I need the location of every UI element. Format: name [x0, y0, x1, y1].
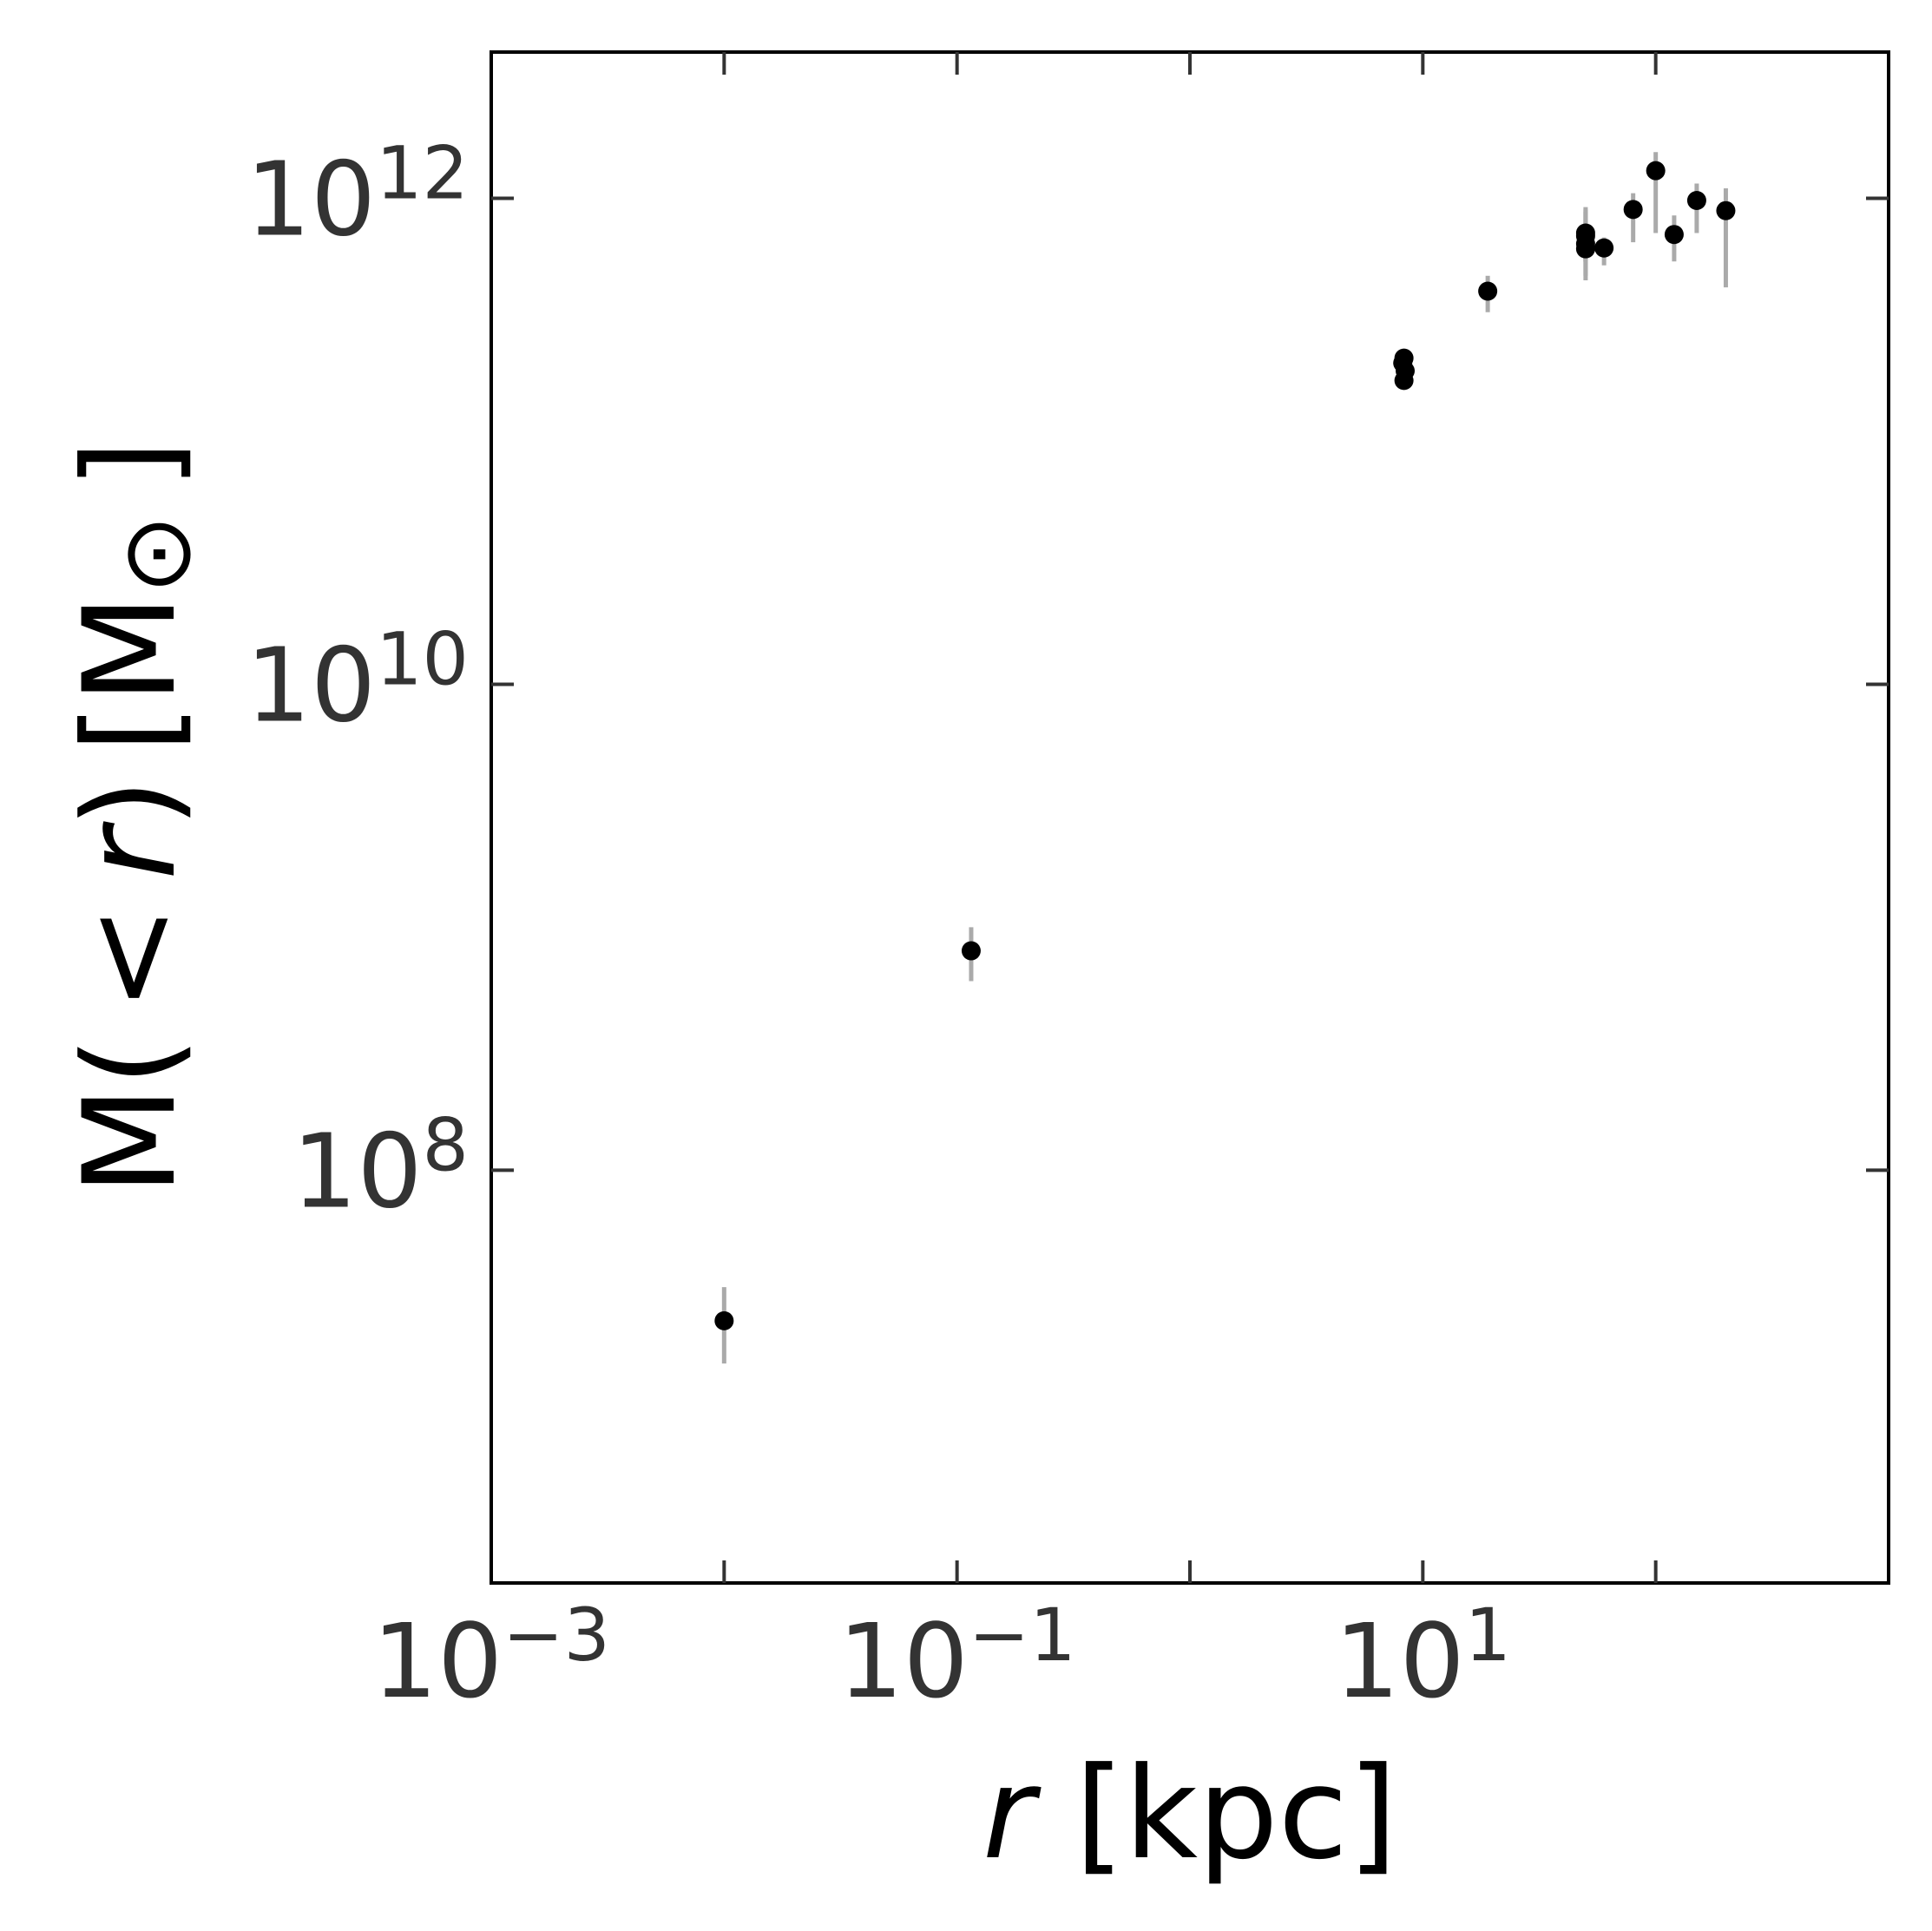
y-tick-label-2: 1012 [246, 131, 469, 259]
data-point-6 [1478, 281, 1498, 301]
data-point-11 [1594, 238, 1614, 258]
y-axis-label-post: ) [M [56, 594, 204, 828]
x-tick-label-0: 10−3 [372, 1593, 610, 1721]
x-tick-label-1: 10−1 [838, 1593, 1076, 1721]
data-point-15 [1686, 191, 1706, 211]
data-point-5 [1394, 348, 1414, 368]
data-point-10 [1575, 239, 1595, 259]
tick-marks [491, 52, 1889, 1583]
x-axis-label: r [kpc] [982, 1740, 1397, 1888]
y-tick-label-1: 1010 [246, 616, 469, 745]
y-axis-label: M( < r) [M⊙ ] [56, 440, 212, 1196]
errorbar-layer [721, 152, 1728, 1364]
y-axis-label-pre: M( < [56, 880, 204, 1196]
y-tick-label-base: 10 [246, 140, 376, 259]
y-axis-label-end: ] [56, 440, 204, 515]
data-points-layer [714, 161, 1736, 1330]
x-tick-label-base: 10 [372, 1601, 503, 1721]
data-point-14 [1664, 225, 1684, 245]
y-tick-label-0: 108 [292, 1102, 469, 1231]
data-point-1 [961, 941, 981, 961]
y-tick-label-base: 10 [292, 1111, 422, 1231]
data-point-16 [1716, 200, 1736, 220]
y-axis-label-italic: r [56, 821, 204, 880]
x-tick-label-base: 10 [838, 1601, 969, 1721]
data-point-12 [1623, 200, 1643, 220]
x-axis-label-rest: [kpc] [1035, 1740, 1397, 1888]
y-axis-label-sub: ⊙ [101, 515, 212, 594]
y-tick-label-exponent: 12 [376, 131, 469, 216]
y-tick-label-base: 10 [246, 625, 376, 745]
y-tick-label-exponent: 8 [423, 1102, 469, 1187]
x-tick-label-2: 101 [1335, 1593, 1512, 1721]
data-point-0 [714, 1310, 734, 1330]
y-tick-label-exponent: 10 [376, 616, 469, 701]
plot-area-frame [490, 50, 1890, 1585]
x-tick-label-base: 10 [1335, 1601, 1465, 1721]
x-tick-label-exponent: −1 [969, 1593, 1076, 1678]
x-axis-label-italic: r [982, 1740, 1042, 1888]
data-point-13 [1646, 161, 1666, 181]
x-tick-label-exponent: 1 [1465, 1593, 1511, 1678]
x-tick-label-exponent: −3 [503, 1593, 610, 1678]
